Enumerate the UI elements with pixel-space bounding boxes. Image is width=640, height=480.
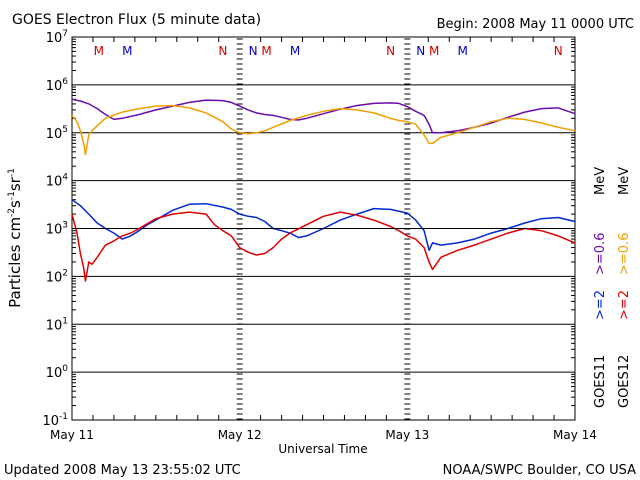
y-axis-label: Particles cm-2s-1sr-1 <box>6 168 24 308</box>
y-tick-label: 106 <box>46 77 69 94</box>
y-tick-label: 100 <box>46 364 69 381</box>
y-tick-base: 10 <box>46 318 63 333</box>
y-tick-label: 107 <box>46 29 68 46</box>
y-tick-base: 10 <box>46 127 63 142</box>
y-tick-label: 104 <box>46 173 69 190</box>
x-axis-label: Universal Time <box>278 442 367 456</box>
goes11-high-legend: >=0.6 <box>593 233 608 275</box>
series-line-0 <box>71 98 576 134</box>
y-tick-exponent: 5 <box>62 125 68 135</box>
y-tick-exponent: 6 <box>62 77 68 87</box>
y-tick-exponent: 4 <box>62 173 68 183</box>
y-tick-base: 10 <box>46 223 63 238</box>
orbit-marker-label: N <box>554 44 563 58</box>
x-tick-label: May 11 <box>50 428 94 442</box>
y-tick-exponent: 3 <box>62 221 68 231</box>
y-tick-label: 103 <box>46 221 68 238</box>
series-line-3 <box>71 211 576 282</box>
orbit-marker-label: N <box>386 44 395 58</box>
y-tick-base: 10 <box>46 79 63 94</box>
goes11-legend: GOES11>=2 <box>593 355 608 408</box>
y-tick-base: 10 <box>46 270 63 285</box>
goes12-unit: MeV <box>617 167 632 195</box>
series-line-2 <box>71 199 576 252</box>
orbit-marker-label: N <box>249 44 258 58</box>
goes12-legend: GOES12>=2 <box>617 355 632 408</box>
y-tick-label: 102 <box>46 268 68 285</box>
orbit-marker-label: M <box>122 44 132 58</box>
y-tick-exponent: -1 <box>59 412 68 422</box>
legend-colored-entries: >=0.6 >=2 >=0.6 >=2 MeV MeV <box>593 167 632 320</box>
orbit-marker-label: M <box>261 44 271 58</box>
y-axis-label-exp2: -1 <box>7 191 17 200</box>
x-tick-label: May 13 <box>385 428 429 442</box>
updated-timestamp: Updated 2008 May 13 23:55:02 UTC <box>4 463 241 478</box>
x-axis-ticks: May 11 May 12 May 13 May 14 <box>50 37 597 442</box>
y-tick-label: 10-1 <box>42 412 68 429</box>
x-tick-label: May 14 <box>553 428 597 442</box>
y-tick-exponent: 7 <box>62 29 68 39</box>
goes12-low-legend: >=2 <box>617 290 632 320</box>
begin-label: Begin: 2008 May 11 0000 UTC <box>437 17 634 32</box>
y-tick-base: 10 <box>42 414 59 429</box>
y-axis-label-base: Particles cm <box>6 217 24 308</box>
orbit-marker-label: M <box>290 44 300 58</box>
series-layer <box>71 98 576 282</box>
goes11-low-legend: >=2 <box>593 290 608 320</box>
y-axis-label-sr: sr <box>6 176 24 191</box>
goes11-legend-label: GOES11 <box>593 355 608 408</box>
y-tick-exponent: 0 <box>62 364 68 374</box>
x-tick-label: May 12 <box>218 428 262 442</box>
y-axis-label-exp3: -1 <box>7 168 17 177</box>
y-tick-base: 10 <box>46 175 63 190</box>
y-tick-exponent: 2 <box>62 268 68 278</box>
series-line-1 <box>71 104 576 156</box>
y-tick-label: 101 <box>46 316 68 333</box>
y-tick-base: 10 <box>46 366 63 381</box>
goes12-legend-label: GOES12 <box>617 355 632 408</box>
y-tick-base: 10 <box>46 31 63 46</box>
y-axis-label-s: s <box>6 200 24 208</box>
y-tick-exponent: 1 <box>62 316 68 326</box>
goes11-unit: MeV <box>593 167 608 195</box>
chart-title: GOES Electron Flux (5 minute data) <box>12 12 261 28</box>
orbit-marker-label: M <box>457 44 467 58</box>
orbit-marker-label: N <box>218 44 227 58</box>
goes12-high-legend: >=0.6 <box>617 233 632 275</box>
data-source: NOAA/SWPC Boulder, CO USA <box>443 463 636 478</box>
orbit-marker-label: M <box>94 44 104 58</box>
y-tick-label: 105 <box>46 125 68 142</box>
orbit-marker-label: N <box>416 44 425 58</box>
y-axis-label-exp1: -2 <box>7 208 17 217</box>
orbit-marker-label: M <box>429 44 439 58</box>
